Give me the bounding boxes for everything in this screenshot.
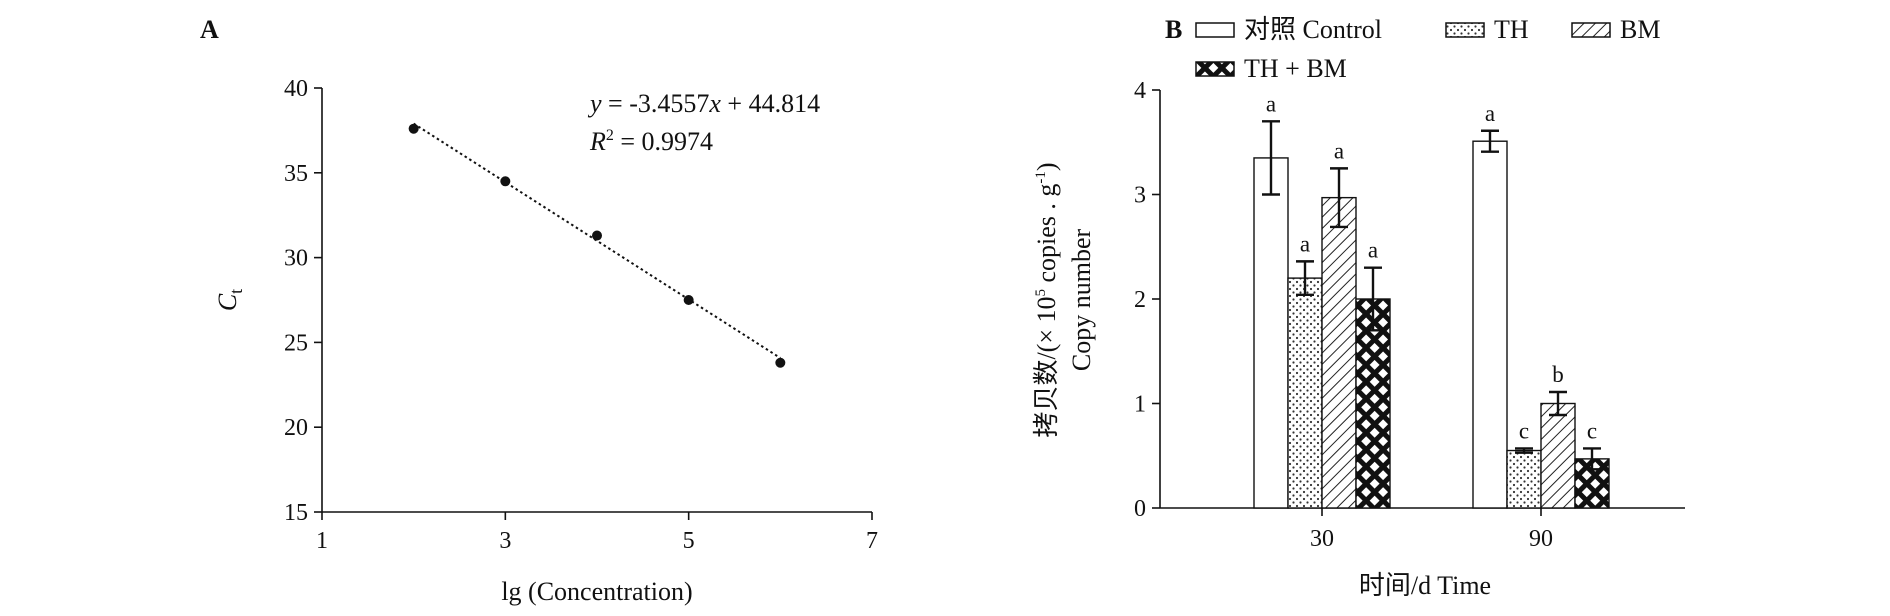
panel-b-significance-letter: c: [1519, 418, 1529, 443]
legend-swatch-control: [1195, 22, 1235, 38]
legend-item-th: TH: [1445, 15, 1529, 44]
panel-a-x-tick-label: 1: [316, 528, 328, 554]
panel-a-x-tick-label: 3: [499, 528, 511, 554]
panel-a-y-tick-label: 25: [284, 330, 308, 356]
legend-item-bm: BM: [1571, 15, 1660, 44]
panel-a-data-point: [500, 176, 511, 187]
panel-a-y-tick-label: 15: [284, 500, 308, 526]
panel-a-x-axis-title: lg (Concentration): [501, 577, 692, 606]
legend-label-th: TH: [1494, 15, 1529, 44]
panel-b-significance-letter: b: [1552, 362, 1564, 387]
panel-b-significance-letter: c: [1587, 418, 1597, 443]
legend-item-control: 对照 Control: [1195, 15, 1382, 44]
panel-b-y-axis-title-line1: 拷贝数/(× 105 copies . g-1): [1032, 162, 1061, 437]
legend-item-th-bm: TH + BM: [1195, 54, 1347, 83]
panel-a-y-tick-label: 35: [284, 161, 308, 187]
panel-a-label: A: [200, 15, 219, 44]
legend-label-control: 对照 Control: [1244, 15, 1382, 44]
panel-b-x-tick-label: 90: [1529, 526, 1553, 552]
panel-b-y-axis-title-line2: Copy number: [1067, 229, 1096, 372]
legend-swatch-th: [1445, 22, 1485, 38]
panel-a-y-tick-label: 30: [284, 246, 308, 272]
panel-b-bar: [1506, 449, 1542, 509]
panel-b-significance-letter: a: [1266, 91, 1276, 116]
legend-swatch-th-bm: [1195, 61, 1235, 77]
panel-b-bar: [1253, 157, 1289, 509]
panel-a-x-tick-label: 5: [683, 528, 695, 554]
panel-a-y-tick-label: 20: [284, 415, 308, 441]
panel-b-label: B: [1165, 15, 1182, 44]
legend-label-bm: BM: [1620, 15, 1660, 44]
legend-swatch-bm: [1571, 22, 1611, 38]
panel-b-y-tick-label: 2: [1134, 287, 1146, 313]
panel-a-data-point: [408, 123, 419, 134]
panel-b-y-tick-label: 4: [1134, 78, 1146, 104]
panel-a-y-axis-title: Ct: [213, 289, 246, 311]
panel-b-y-tick-label: 3: [1134, 183, 1146, 209]
panel-a-y-tick-label: 40: [284, 76, 308, 102]
panel-b-x-tick-label: 30: [1310, 526, 1334, 552]
panel-b-y-tick-label: 1: [1134, 392, 1146, 418]
panel-a-trendline: [413, 122, 781, 359]
panel-b-significance-letter: a: [1300, 231, 1310, 256]
panel-b-significance-letter: a: [1485, 101, 1495, 126]
panel-b-bar: [1287, 277, 1323, 509]
panel-a-data-point: [683, 295, 694, 305]
panel-b-bar: [1355, 298, 1391, 509]
panel-a-r-squared: R2 = 0.9974: [589, 127, 713, 156]
panel-b-legend: 对照 Control TH BM TH + BM: [1195, 15, 1660, 83]
panel-b-significance-letter: a: [1368, 238, 1378, 263]
panel-a-x-tick-label: 7: [866, 528, 878, 554]
legend-label-th-bm: TH + BM: [1244, 54, 1347, 83]
panel-b-bar: [1321, 196, 1357, 509]
panel-b-bar-chart: B 对照 Control TH BM TH + BM 0 1 2 3 4 a a a a a c b: [1032, 15, 1685, 600]
panel-a-data-point: [775, 357, 786, 368]
panel-b-x-axis-title: 时间/d Time: [1359, 571, 1491, 600]
panel-a-equation: y = -3.4557x + 44.814: [587, 89, 820, 118]
panel-b-significance-letter: a: [1334, 138, 1344, 163]
panel-b-bar: [1472, 140, 1508, 509]
panel-b-bar: [1540, 402, 1576, 509]
panel-a-data-point: [592, 230, 602, 241]
panel-b-y-tick-label: 0: [1134, 496, 1146, 522]
